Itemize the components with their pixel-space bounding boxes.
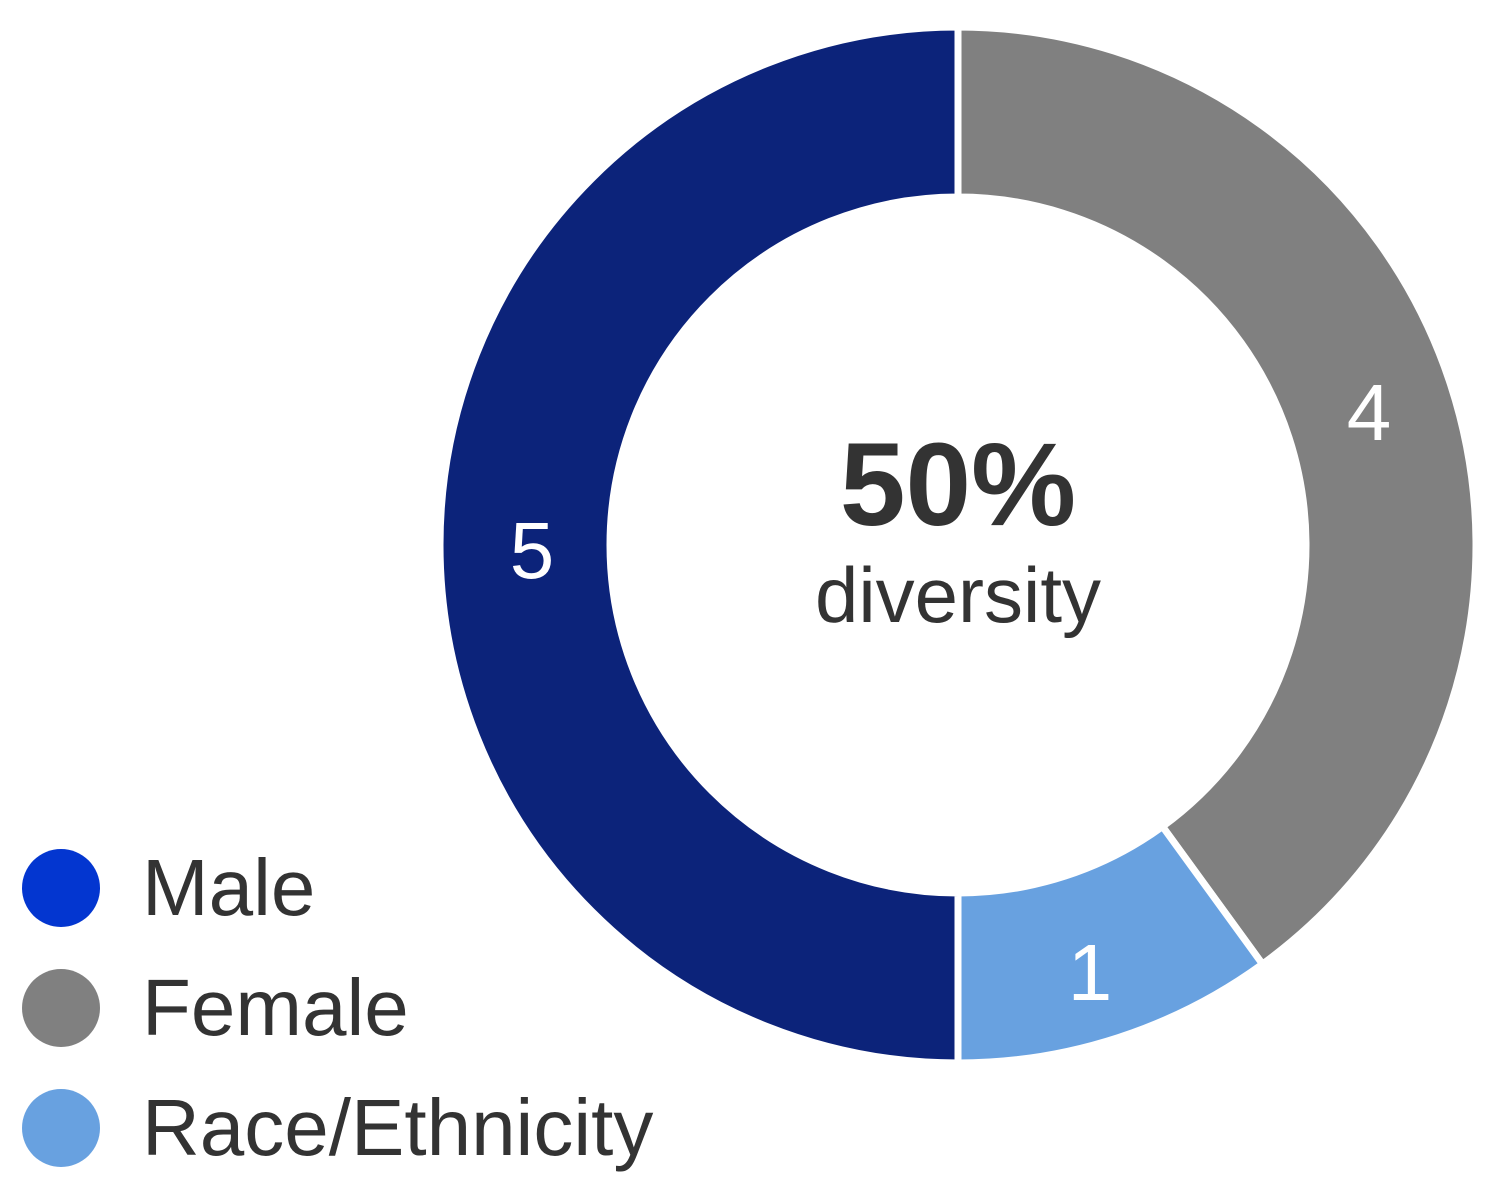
- segment-label-male: 5: [510, 506, 555, 595]
- male-swatch-icon: [22, 849, 100, 927]
- diversity-caption: diversity: [814, 551, 1102, 639]
- segment-label-female: 4: [1347, 368, 1392, 457]
- race-ethnicity-swatch-icon: [22, 1089, 100, 1167]
- legend: Male Female Race/Ethnicity: [22, 828, 653, 1188]
- legend-item-male: Male: [22, 828, 653, 948]
- segment-label-race: 1: [1068, 928, 1113, 1017]
- legend-item-race-ethnicity: Race/Ethnicity: [22, 1068, 653, 1188]
- legend-item-female: Female: [22, 948, 653, 1068]
- segment-male: [436, 23, 962, 1067]
- diversity-percent: 50%: [839, 419, 1077, 551]
- center-label: 50% diversity: [758, 420, 1158, 640]
- female-swatch-icon: [22, 969, 100, 1047]
- segment-female: [954, 23, 1480, 969]
